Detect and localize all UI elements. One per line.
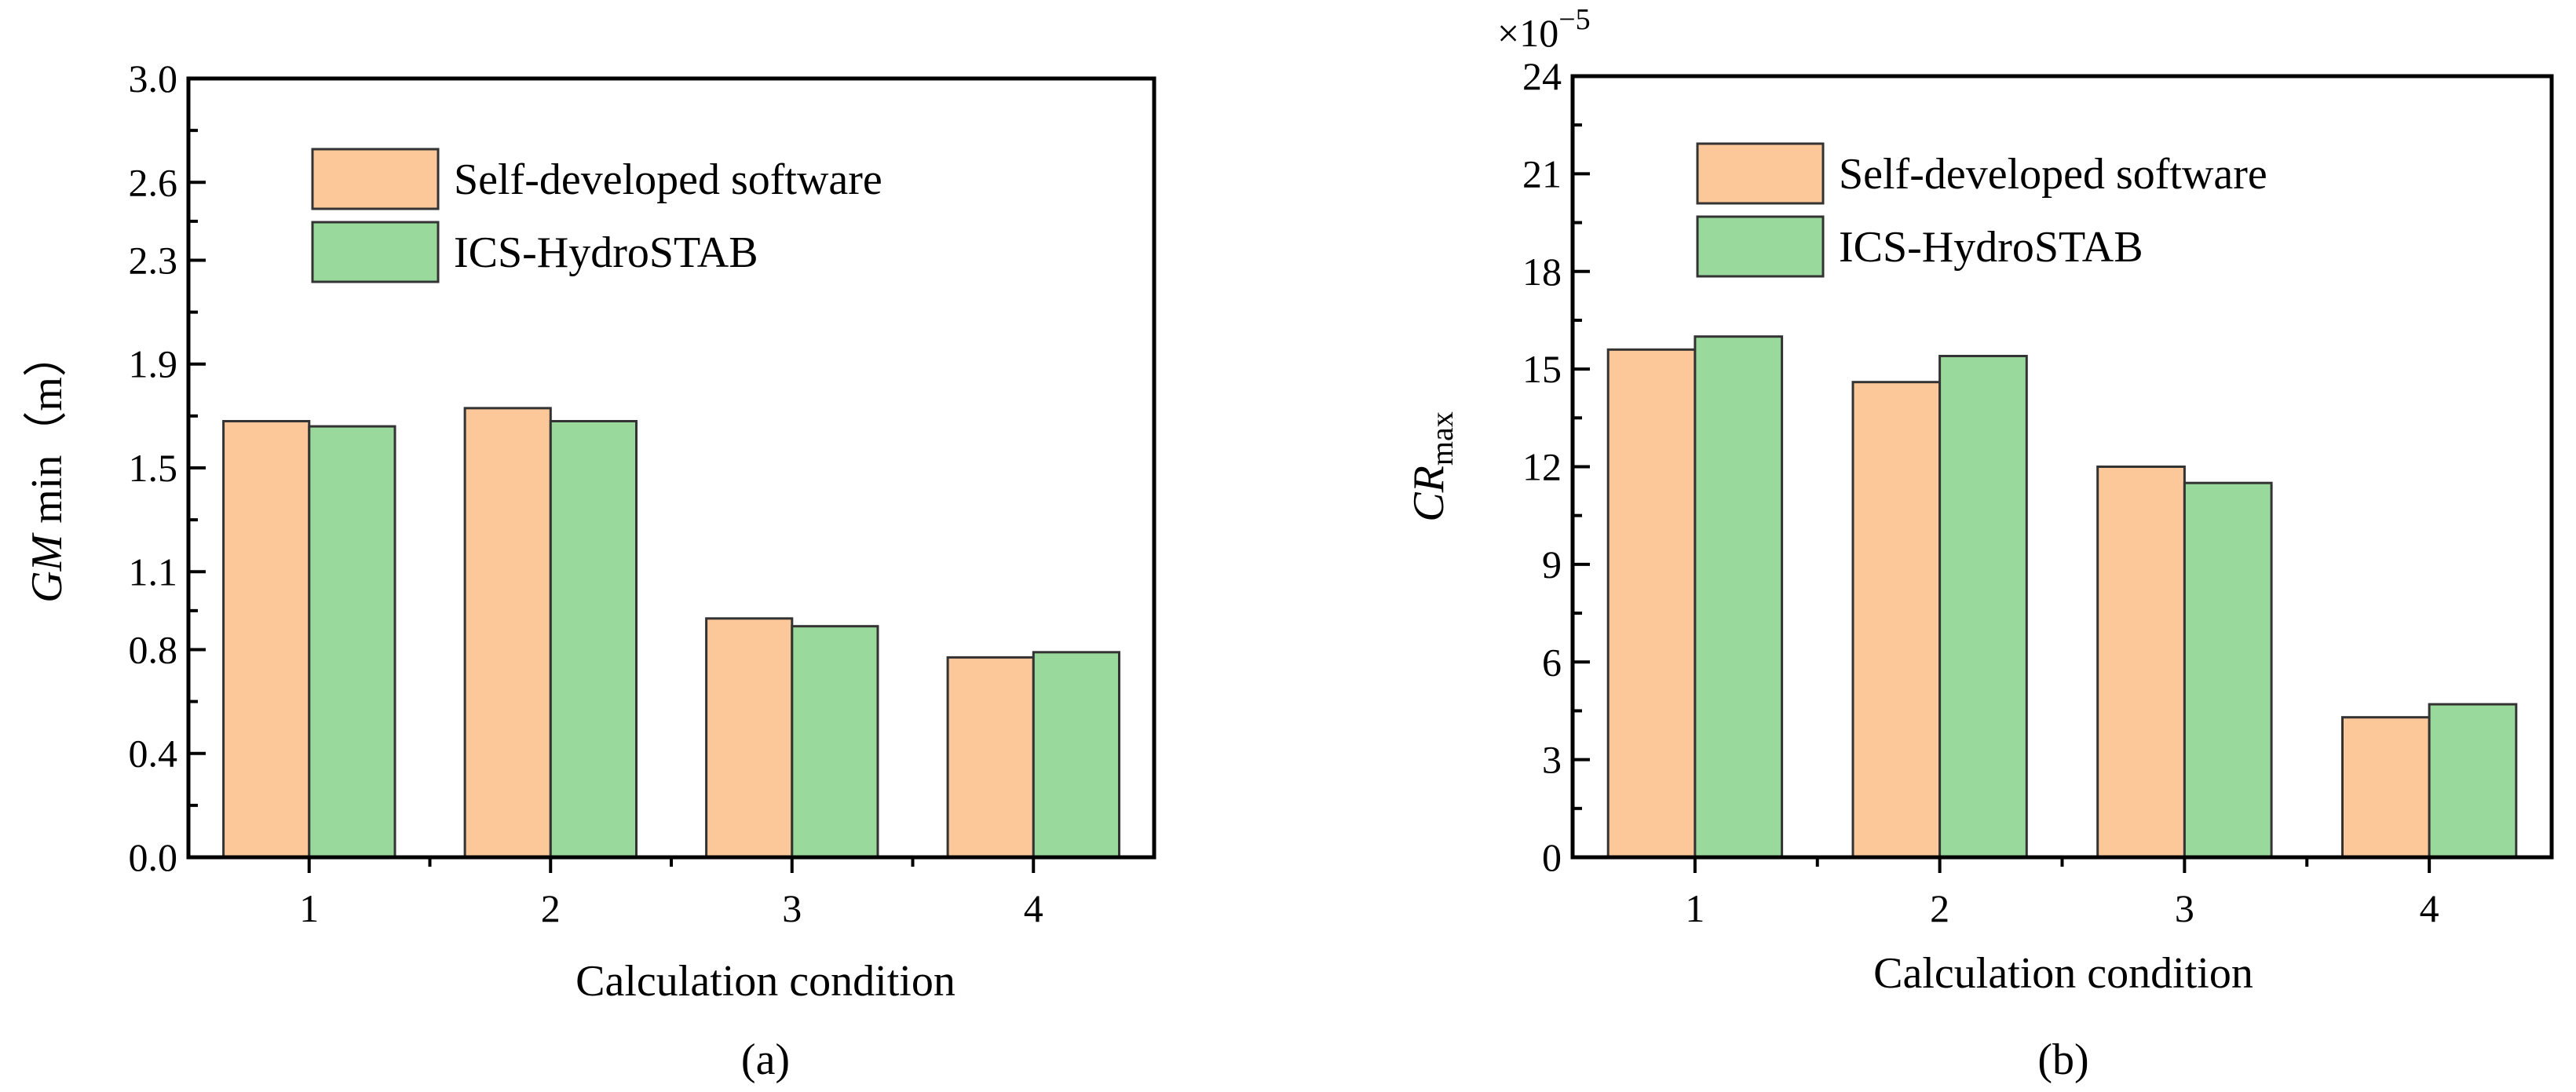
- x-axis-title: Calculation condition: [1873, 949, 2253, 998]
- legend-swatch-series1: [1696, 142, 1825, 205]
- y-tick-label: 3: [1542, 738, 1562, 782]
- chart-panel-a: 0.0 0.4 0.8 1.1 1.5 1.9 2.3 2.6 3.0 1 2 3 4 Calculati…: [23, 57, 1156, 1084]
- y-tick-label: 15: [1522, 347, 1562, 391]
- bar-series2-cat2: [1938, 355, 2028, 859]
- y-tick-label: 9: [1542, 542, 1562, 586]
- bar-series1-cat2: [1851, 381, 1942, 859]
- y-axis-title-main: CR: [1405, 466, 1453, 522]
- x-tick-label: 4: [1024, 886, 1043, 930]
- x-tick-label: 1: [1685, 886, 1705, 930]
- y-axis-title-rest: min（m）: [23, 333, 71, 535]
- y-tick-label: 1.5: [129, 446, 178, 490]
- bar-series2-cat3: [2183, 481, 2273, 859]
- bar-series1-cat2: [463, 407, 552, 859]
- legend-label-series2: ICS-HydroSTAB: [454, 228, 758, 277]
- y-tick-label: 3.0: [129, 57, 178, 100]
- y-tick-label: 6: [1542, 640, 1562, 684]
- y-tick-label: 1.1: [129, 550, 178, 593]
- x-axis-title: Calculation condition: [575, 957, 955, 1006]
- bar-series2-cat4: [1032, 651, 1121, 859]
- x-tick-label: 4: [2420, 886, 2439, 930]
- y-axis-title: GM min（m）: [23, 333, 71, 603]
- y-axis-title-main: GM: [23, 531, 71, 602]
- bar-series1-cat1: [1606, 348, 1697, 859]
- bar-series2-cat1: [308, 425, 396, 859]
- x-tick-label: 3: [782, 886, 802, 930]
- y-tick-label: 21: [1522, 152, 1562, 195]
- y-tick-label: 0: [1542, 835, 1562, 879]
- x-tick-label: 1: [299, 886, 319, 930]
- y-tick-label: 0.0: [129, 835, 178, 879]
- y-tick-label: 12: [1522, 445, 1562, 489]
- y-multiplier-exponent: −5: [1558, 3, 1590, 36]
- legend: Self-developed software ICS-HydroSTAB: [1696, 142, 2267, 278]
- bar-series2-cat4: [2428, 703, 2518, 859]
- y-tick-label: 2.3: [129, 238, 178, 282]
- y-tick-label: 0.8: [129, 627, 178, 671]
- y-tick-label: 18: [1522, 250, 1562, 294]
- legend: Self-developed software ICS-HydroSTAB: [311, 148, 882, 283]
- bar-series1-cat4: [946, 656, 1035, 859]
- y-axis-title: CRmax: [1405, 411, 1460, 521]
- bar-series1-cat3: [2096, 466, 2186, 859]
- x-tick-label: 2: [541, 886, 561, 930]
- legend-label-series2: ICS-HydroSTAB: [1839, 223, 2143, 272]
- bar-series2-cat2: [549, 420, 638, 859]
- panel-label: (a): [741, 1035, 790, 1084]
- bar-series1-cat3: [705, 617, 794, 859]
- bar-series2-cat3: [791, 625, 879, 859]
- legend-swatch-series2: [311, 221, 440, 283]
- y-tick-label: 24: [1522, 54, 1562, 98]
- legend-swatch-series1: [311, 148, 440, 210]
- legend-label-series1: Self-developed software: [1839, 150, 2267, 199]
- legend-label-series1: Self-developed software: [454, 155, 882, 204]
- y-tick-label: 0.4: [129, 732, 178, 776]
- x-tick-label: 2: [1930, 886, 1949, 930]
- x-tick-label: 3: [2175, 886, 2194, 930]
- legend-swatch-series2: [1696, 215, 1825, 278]
- bar-series1-cat4: [2341, 716, 2431, 859]
- y-axis-title-subscript: max: [1424, 411, 1460, 466]
- y-multiplier: ×10−5: [1497, 3, 1591, 55]
- bar-series1-cat1: [222, 420, 311, 859]
- panel-label: (b): [2037, 1035, 2088, 1084]
- y-tick-label: 1.9: [129, 342, 178, 386]
- y-multiplier-base: ×10: [1497, 11, 1558, 55]
- bar-series2-cat1: [1694, 335, 1784, 859]
- y-tick-label: 2.6: [129, 160, 178, 204]
